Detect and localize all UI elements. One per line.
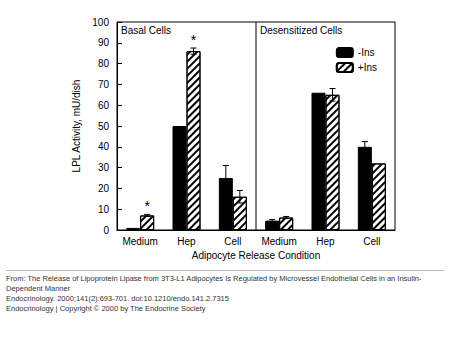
- svg-text:Cell: Cell: [363, 236, 380, 247]
- svg-text:+Ins: +Ins: [358, 62, 377, 73]
- svg-text:Hep: Hep: [316, 236, 335, 247]
- svg-text:30: 30: [98, 162, 110, 173]
- html-text:From: The Release of Lipoprote: From: The Release of Lipoprotein Lipase …: [6, 274, 422, 293]
- svg-text:10: 10: [98, 204, 110, 215]
- svg-text:Desensitized Cells: Desensitized Cells: [260, 25, 342, 36]
- html-text:Endocrinology | Copyright © 20: Endocrinology | Copyright © 2000 by The …: [6, 304, 206, 313]
- svg-text:90: 90: [98, 37, 110, 48]
- svg-text:20: 20: [98, 183, 110, 194]
- svg-text:*: *: [191, 32, 197, 48]
- html-text:Endocrinology. 2000;141(2):693: Endocrinology. 2000;141(2):693-701. doi:…: [6, 294, 229, 303]
- svg-text:0: 0: [103, 225, 109, 236]
- svg-text:Basal Cells: Basal Cells: [121, 25, 171, 36]
- svg-text:100: 100: [92, 17, 109, 28]
- svg-text:70: 70: [98, 79, 110, 90]
- svg-text:Medium: Medium: [261, 236, 297, 247]
- svg-text:Medium: Medium: [122, 236, 158, 247]
- svg-text:Cell: Cell: [224, 236, 241, 247]
- svg-text:40: 40: [98, 141, 110, 152]
- svg-text:Adipocyte Release Condition: Adipocyte Release Condition: [192, 250, 320, 261]
- svg-text:Hep: Hep: [177, 236, 196, 247]
- svg-text:-Ins: -Ins: [358, 47, 375, 58]
- svg-text:50: 50: [98, 121, 110, 132]
- svg-text:60: 60: [98, 100, 110, 111]
- svg-text:80: 80: [98, 58, 110, 69]
- svg-text:*: *: [144, 198, 150, 214]
- svg-text:LPL Activity, mU/dish: LPL Activity, mU/dish: [71, 80, 82, 173]
